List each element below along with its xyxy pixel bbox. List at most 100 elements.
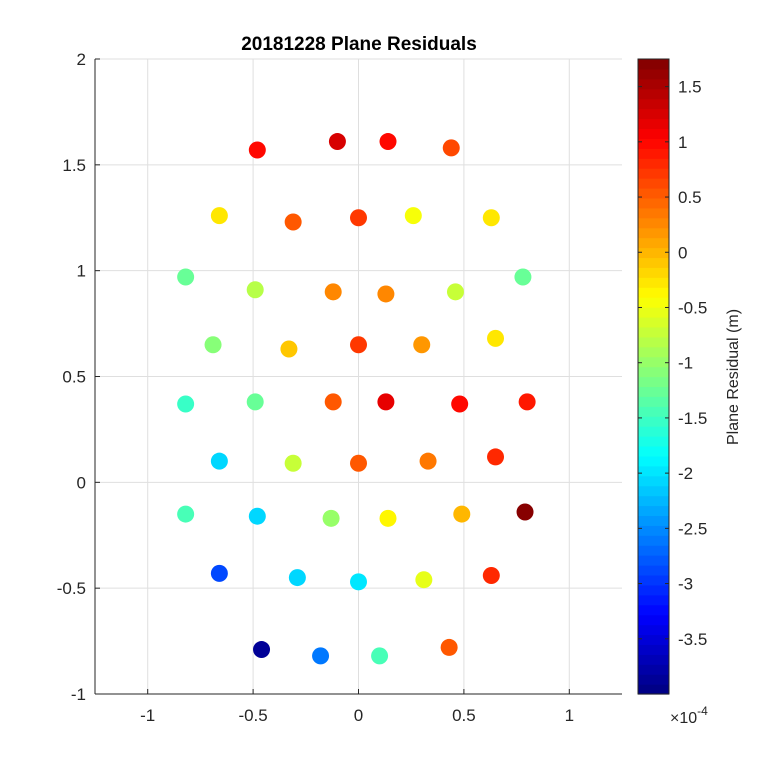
data-point — [442, 139, 460, 157]
colorbar-segment — [638, 247, 669, 259]
data-point — [246, 281, 264, 299]
colorbar-segment — [638, 475, 669, 487]
data-point — [312, 647, 330, 665]
colorbar-tick-label: -2 — [678, 464, 693, 483]
data-point — [210, 452, 228, 470]
data-point — [453, 505, 471, 523]
colorbar-segment — [638, 495, 669, 507]
colorbar-tick-label: -2.5 — [678, 519, 707, 538]
colorbar-segment — [638, 287, 669, 298]
colorbar-segment — [638, 674, 669, 685]
colorbar-multiplier: ×10-4 — [670, 704, 708, 727]
y-tick-label: 0 — [77, 473, 86, 492]
colorbar-tick-label: 0.5 — [678, 188, 702, 207]
colorbar-segment — [638, 515, 669, 526]
data-point — [210, 564, 228, 582]
colorbar-segment — [638, 455, 669, 467]
colorbar-label: Plane Residual (m) — [725, 309, 742, 445]
data-point — [324, 393, 342, 411]
data-point — [377, 285, 395, 303]
colorbar-segment — [638, 257, 669, 268]
colorbar-tick-label: 1.5 — [678, 78, 702, 97]
colorbar-segment — [638, 634, 669, 645]
colorbar-segment — [638, 485, 669, 497]
data-point — [350, 573, 367, 591]
colorbar-segment — [638, 684, 669, 695]
chart-title: 20181228 Plane Residuals — [241, 34, 477, 55]
colorbar-segment — [638, 277, 669, 288]
data-point — [419, 452, 437, 470]
data-point — [487, 448, 505, 466]
data-point — [440, 638, 458, 656]
data-point — [177, 505, 195, 523]
data-point — [377, 393, 395, 411]
colorbar-segment — [638, 416, 669, 427]
data-point — [204, 336, 222, 354]
data-point — [350, 209, 367, 227]
colorbar-segment — [638, 307, 669, 318]
y-tick-label: 2 — [77, 50, 86, 69]
colorbar-segment — [638, 346, 669, 358]
colorbar-segment — [638, 178, 669, 189]
colorbar-segment — [638, 594, 669, 606]
data-point — [280, 340, 298, 358]
colorbar-segment — [638, 187, 669, 199]
colorbar-segment — [638, 217, 669, 229]
colorbar-segment — [638, 644, 669, 655]
colorbar: -3.5 -3 -2.5 -2 -1.5 -1 -0.5 0 0.5 1 1.5 Plane Resi… — [637, 58, 742, 727]
y-tick-label: -1 — [71, 685, 86, 704]
x-tick-label: 0 — [354, 706, 363, 725]
colorbar-tick-label: 0 — [678, 243, 687, 262]
colorbar-segment — [638, 316, 669, 328]
data-point — [413, 336, 431, 354]
colorbar-tick-label: -1.5 — [678, 409, 707, 428]
colorbar-border — [637, 58, 670, 695]
colorbar-segment — [638, 118, 669, 130]
x-tick-label: 0.5 — [452, 706, 476, 725]
data-point — [177, 268, 195, 286]
data-point — [284, 213, 302, 231]
data-point — [284, 454, 302, 472]
plot-axes: -1 -0.5 0 0.5 1 -1 -0.5 0 0.5 1 1.5 2 — [57, 50, 622, 725]
data-point — [324, 283, 342, 301]
data-point — [516, 503, 534, 521]
data-point — [288, 569, 306, 587]
colorbar-segment — [638, 376, 669, 388]
colorbar-segment — [638, 465, 669, 477]
data-point — [482, 566, 500, 584]
data-point — [328, 133, 346, 151]
x-tick-label: 1 — [565, 706, 574, 725]
colorbar-segment — [638, 406, 669, 417]
colorbar-segment — [638, 59, 669, 70]
data-point — [482, 209, 500, 227]
colorbar-segment — [638, 68, 669, 80]
colorbar-segment — [638, 525, 669, 536]
colorbar-tick-label: 1 — [678, 133, 687, 152]
data-point — [177, 395, 195, 413]
colorbar-segment — [638, 366, 669, 378]
colorbar-segment — [638, 326, 669, 338]
colorbar-segment — [638, 545, 669, 556]
data-point — [248, 141, 266, 159]
colorbar-segment — [638, 128, 669, 139]
colorbar-segment — [638, 227, 669, 239]
data-point — [210, 207, 228, 225]
colorbar-segment — [638, 574, 669, 586]
colorbar-segment — [638, 396, 669, 407]
data-point — [487, 329, 505, 347]
data-point — [446, 283, 464, 301]
colorbar-segment — [638, 88, 669, 100]
data-point — [451, 395, 469, 413]
data-point — [350, 336, 367, 354]
colorbar-segment — [638, 386, 669, 397]
data-point — [404, 207, 422, 225]
x-tick-label: -1 — [140, 706, 155, 725]
colorbar-segment — [638, 336, 669, 348]
colorbar-segment — [638, 108, 669, 120]
data-point — [350, 454, 367, 472]
y-tick-label: 0.5 — [62, 368, 86, 387]
colorbar-segment — [638, 237, 669, 249]
data-point — [253, 641, 271, 659]
data-point — [379, 509, 397, 527]
